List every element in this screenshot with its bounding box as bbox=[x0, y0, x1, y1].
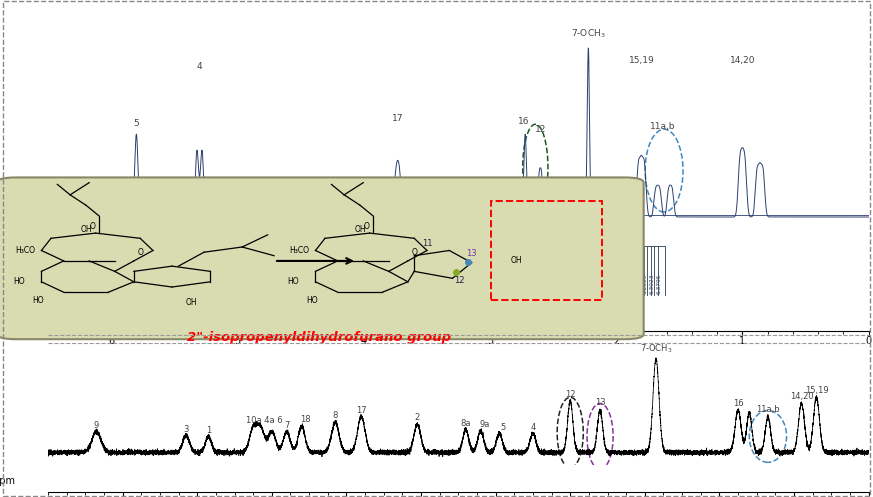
Text: 5: 5 bbox=[500, 422, 505, 432]
Text: 9a: 9a bbox=[479, 420, 490, 429]
Text: 7: 7 bbox=[284, 421, 290, 430]
Text: 16: 16 bbox=[732, 399, 744, 408]
Text: 17: 17 bbox=[356, 406, 367, 414]
Text: 1: 1 bbox=[206, 425, 211, 434]
Text: 2.0000: 2.0000 bbox=[134, 273, 139, 294]
Text: 2.3014: 2.3014 bbox=[592, 273, 597, 294]
Text: 11a,b: 11a,b bbox=[650, 122, 676, 131]
Text: O: O bbox=[411, 248, 417, 257]
Text: 10a 4a 6: 10a 4a 6 bbox=[246, 416, 283, 425]
Text: O: O bbox=[363, 222, 369, 231]
Text: OH: OH bbox=[511, 256, 522, 265]
Text: 13: 13 bbox=[466, 249, 477, 258]
Text: H₃CO: H₃CO bbox=[290, 246, 310, 255]
Text: 6.2580: 6.2580 bbox=[643, 273, 648, 294]
Text: HO: HO bbox=[306, 296, 318, 306]
Text: OH: OH bbox=[81, 225, 93, 234]
Text: 17: 17 bbox=[392, 114, 403, 123]
Text: 11a,b: 11a,b bbox=[756, 405, 780, 414]
Text: 4: 4 bbox=[196, 62, 203, 71]
Text: 2.2850: 2.2850 bbox=[585, 273, 590, 294]
Text: O: O bbox=[89, 222, 95, 231]
Text: 1.401: 1.401 bbox=[540, 277, 545, 294]
Text: H₃CO: H₃CO bbox=[16, 246, 36, 255]
Text: 9: 9 bbox=[94, 421, 100, 430]
Text: 15,19: 15,19 bbox=[629, 56, 654, 65]
Text: 18: 18 bbox=[300, 415, 311, 424]
Text: 14,20: 14,20 bbox=[790, 393, 814, 402]
Text: OH: OH bbox=[185, 298, 197, 307]
Text: 6.0627: 6.0627 bbox=[636, 274, 641, 294]
Text: 7-OCH$_3$: 7-OCH$_3$ bbox=[640, 343, 672, 355]
Text: 12: 12 bbox=[454, 275, 464, 285]
Text: 5: 5 bbox=[134, 119, 140, 128]
Text: O: O bbox=[137, 248, 143, 257]
Text: HO: HO bbox=[32, 296, 44, 306]
Text: 3: 3 bbox=[183, 424, 189, 433]
Text: 2.0934: 2.0934 bbox=[194, 273, 198, 294]
Text: 14,20: 14,20 bbox=[730, 56, 755, 65]
Text: 2: 2 bbox=[415, 413, 420, 422]
Text: 1.784: 1.784 bbox=[395, 277, 400, 294]
Text: 2"-isopropenyldihydrofurano group: 2"-isopropenyldihydrofurano group bbox=[187, 331, 450, 344]
Text: 1.829: 1.829 bbox=[533, 277, 538, 294]
Text: 16: 16 bbox=[519, 117, 530, 126]
Text: 8a: 8a bbox=[461, 419, 471, 428]
Text: 11: 11 bbox=[422, 239, 432, 248]
Text: HO: HO bbox=[287, 277, 299, 286]
Text: 6.3023: 6.3023 bbox=[650, 273, 655, 294]
Text: 12: 12 bbox=[534, 125, 546, 134]
Text: 6.3795: 6.3795 bbox=[656, 273, 662, 294]
Text: 2.0944: 2.0944 bbox=[201, 273, 205, 294]
Text: HO: HO bbox=[13, 277, 25, 286]
Text: 15,19: 15,19 bbox=[805, 386, 828, 395]
Text: 4: 4 bbox=[530, 422, 535, 432]
Text: 12: 12 bbox=[565, 390, 575, 399]
Text: ppm: ppm bbox=[0, 476, 15, 486]
Text: 1.618: 1.618 bbox=[526, 277, 531, 294]
Text: 8: 8 bbox=[333, 412, 338, 420]
Text: OH: OH bbox=[354, 225, 367, 234]
FancyBboxPatch shape bbox=[0, 177, 643, 339]
Text: 13: 13 bbox=[595, 398, 605, 407]
Text: 7-OCH$_3$: 7-OCH$_3$ bbox=[571, 27, 606, 40]
